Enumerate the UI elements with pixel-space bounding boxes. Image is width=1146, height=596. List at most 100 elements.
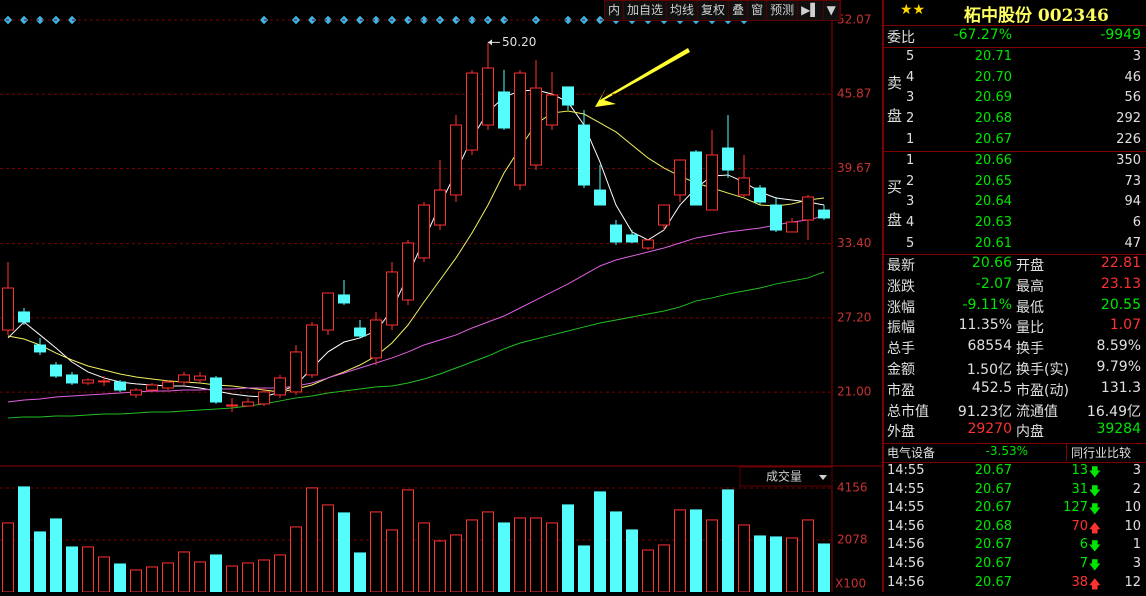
toolbar-button[interactable]: 复权: [698, 1, 730, 20]
tick-count: 2: [1132, 481, 1141, 497]
tick-arrow: 🡇: [1088, 483, 1101, 498]
stat-value: -2.07: [975, 275, 1012, 292]
toolbar-button[interactable]: 叠: [729, 1, 749, 20]
candle-body: [82, 379, 94, 384]
book-volume: 94: [1124, 194, 1141, 210]
tick-time: 14:55: [887, 481, 925, 497]
book-level: 2: [906, 173, 915, 189]
tick-time: 14:56: [887, 518, 925, 534]
candle-body: [450, 124, 462, 196]
stat-value: 23.13: [1100, 275, 1141, 292]
ratio-percent: -67.27%: [953, 27, 1012, 43]
volume-bar: [530, 517, 542, 592]
volume-bar: [354, 552, 366, 592]
separator: [884, 254, 1146, 255]
volume-bar: [2, 522, 14, 592]
volume-bar: [18, 486, 30, 592]
stat-value: 1.50亿: [966, 362, 1012, 378]
volume-bar: [338, 512, 350, 592]
tick-volume: 70: [1071, 518, 1088, 534]
candle-body: [402, 242, 414, 301]
y-tick-label: 33.40: [837, 236, 871, 250]
indicator-name: 成交量: [766, 469, 802, 484]
volume-bar: [434, 540, 446, 592]
toolbar-button[interactable]: 窗: [748, 1, 768, 20]
ratio-diff: -9949: [1100, 27, 1141, 43]
book-price: 20.63: [974, 215, 1012, 231]
volume-bar: [482, 511, 494, 592]
tick-time: 14:56: [887, 574, 925, 590]
volume-bar: [562, 504, 574, 592]
candle-body: [690, 151, 702, 206]
stat-label: 振幅: [887, 320, 915, 337]
stat-label: 最低: [1016, 299, 1044, 316]
volume-bar: [274, 554, 286, 592]
candle-body: [178, 374, 190, 383]
stat-label: 内盘: [1016, 424, 1044, 441]
volume-bar: [418, 522, 430, 592]
stat-value: 16.49亿: [1086, 403, 1141, 420]
candle-body: [194, 375, 206, 381]
toolbar-button[interactable]: 内: [605, 1, 625, 20]
book-level: 1: [906, 131, 915, 147]
volume-bar: [498, 522, 510, 592]
stat-value: 91.23亿: [957, 403, 1012, 420]
compare-button[interactable]: 同行业比较: [1066, 444, 1131, 461]
annotation-label: 50.20: [502, 35, 536, 49]
y-tick-label: 4156: [837, 480, 868, 494]
separator: [884, 151, 1146, 152]
stat-label: 涨跌: [887, 278, 915, 295]
tick-price: 20.67: [974, 556, 1012, 571]
book-level: 2: [906, 111, 915, 127]
tick-volume: 38: [1071, 574, 1088, 590]
book-price: 20.64: [974, 194, 1012, 210]
candle-body: [626, 234, 638, 243]
candle-body: [466, 72, 478, 151]
book-price: 20.70: [974, 69, 1012, 85]
candle-body: [114, 381, 126, 391]
toolbar-button[interactable]: 加自选: [624, 1, 668, 20]
unit-label: X100: [835, 577, 866, 591]
moving-average-line: [7, 215, 825, 403]
volume-bar: [146, 566, 158, 592]
tick-count: 12: [1124, 574, 1141, 590]
book-volume: 46: [1124, 69, 1141, 85]
volume-bar: [290, 526, 302, 592]
stat-value: 452.5: [971, 379, 1012, 396]
toolbar-button[interactable]: 均线: [667, 1, 699, 20]
toolbar-icon[interactable]: ▶▌: [798, 1, 824, 20]
y-tick-label: 21.00: [837, 385, 871, 399]
stat-value: 9.79%: [1096, 359, 1141, 375]
tick-volume: 6: [1079, 537, 1088, 553]
volume-bar: [546, 522, 558, 592]
signal-marker: [35, 15, 45, 25]
signal-marker: [323, 15, 333, 25]
book-level: 5: [906, 235, 915, 251]
book-price: 20.71: [974, 49, 1012, 64]
stat-value: 131.3: [1100, 379, 1141, 396]
volume-bar: [322, 504, 334, 592]
book-level: 4: [906, 215, 915, 231]
book-level: 1: [906, 153, 915, 168]
volume-bar: [706, 519, 718, 592]
candle-body: [610, 224, 622, 243]
tick-time: 14:55: [887, 500, 925, 516]
tick-price: 20.67: [974, 500, 1012, 516]
volume-bar: [34, 531, 46, 592]
signal-marker: [467, 15, 477, 25]
toolbar-icon[interactable]: ▼: [824, 1, 840, 20]
volume-bar: [690, 509, 702, 592]
candle-body: [130, 389, 142, 396]
indicator-select[interactable]: [739, 466, 833, 487]
stat-value: 68554: [967, 338, 1012, 355]
volume-bar: [466, 519, 478, 592]
candle-body: [498, 91, 510, 129]
y-tick-label: 27.20: [837, 310, 871, 324]
toolbar-button[interactable]: 预测: [767, 1, 799, 20]
candle-body: [258, 391, 270, 405]
book-price: 20.68: [974, 111, 1012, 127]
chart: 成交量 52.07 45.87 39.67 33.40 27.20 21.00 50.20 4…: [0, 0, 882, 592]
book-volume: 292: [1116, 111, 1141, 127]
stat-label: 换手(实): [1016, 362, 1069, 378]
candle-body: [546, 94, 558, 126]
